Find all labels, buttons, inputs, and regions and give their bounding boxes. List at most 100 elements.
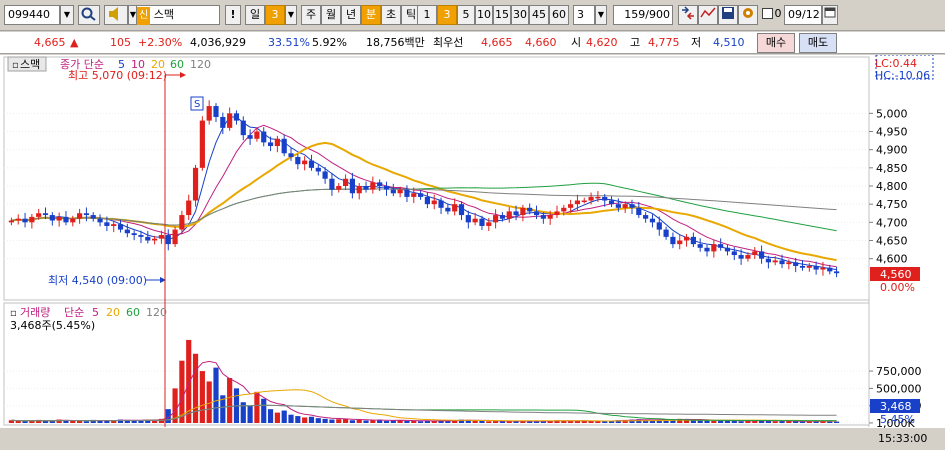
speaker-icon[interactable] xyxy=(104,5,128,25)
interval-1[interactable]: 1 xyxy=(417,5,437,25)
volume-bar xyxy=(827,421,833,423)
candle-body xyxy=(602,196,608,201)
candle-body xyxy=(336,186,342,190)
candle-body xyxy=(70,218,76,223)
volume-bar xyxy=(465,419,471,423)
volume-bar xyxy=(643,420,649,423)
candle-body xyxy=(397,189,403,194)
stock-name-field[interactable]: 신 스맥 xyxy=(136,5,220,25)
candle-body xyxy=(349,178,355,194)
count-select[interactable]: 3 xyxy=(573,5,595,25)
volume-bar xyxy=(356,419,362,423)
candle-body xyxy=(281,138,287,154)
draw-tool-icon[interactable] xyxy=(698,5,718,25)
new-badge: 신 xyxy=(137,7,151,25)
candle-body xyxy=(63,216,69,223)
chart-area[interactable]: 5,000 4,950 4,900 4,850 4,800 4,750 4,700 4,650… xyxy=(0,54,945,447)
candle-body xyxy=(465,215,471,223)
volume-bar xyxy=(63,420,69,423)
volume-panel xyxy=(3,302,870,426)
volume-bar xyxy=(186,339,192,423)
volume-bar xyxy=(513,420,519,423)
candle-body xyxy=(302,160,308,165)
interval-30[interactable]: 30 xyxy=(511,5,529,25)
price-change-pct: +2.30% xyxy=(138,36,183,49)
range-total: /900 xyxy=(645,8,670,21)
candle-body xyxy=(540,215,546,219)
search-icon[interactable] xyxy=(78,5,100,25)
candle-body xyxy=(227,113,233,128)
stock-chart[interactable]: 5,000 4,950 4,900 4,850 4,800 4,750 4,700 4,650… xyxy=(0,54,945,447)
settings-icon[interactable] xyxy=(738,5,758,25)
sell-button[interactable]: 매도 xyxy=(799,33,837,53)
interval-10[interactable]: 10 xyxy=(475,5,493,25)
period-month-button[interactable]: 월 xyxy=(321,5,341,25)
candle-body xyxy=(104,222,110,226)
arrows-icon[interactable] xyxy=(678,5,698,25)
low-annotation: 최저 4,540 (09:00) xyxy=(48,274,147,287)
up-arrow-icon: ▲ xyxy=(70,36,79,49)
volume-ratio: 33.51% xyxy=(268,36,310,49)
candle-body xyxy=(172,229,178,245)
volume-bar xyxy=(274,412,280,423)
title-box[interactable] xyxy=(7,56,47,72)
period-dropdown-arrow[interactable]: ▼ xyxy=(285,5,297,25)
candle-body xyxy=(206,106,212,121)
volume-bar xyxy=(711,420,717,423)
period-year-button[interactable]: 년 xyxy=(341,5,361,25)
volume-bar xyxy=(29,420,35,423)
volume-bar xyxy=(779,421,785,423)
date-field[interactable]: 09/12 xyxy=(784,5,822,25)
vma-20: 20 xyxy=(106,306,120,319)
period-minute-button[interactable]: 분 xyxy=(361,5,381,25)
candle-body xyxy=(479,218,485,226)
candle-body xyxy=(356,186,362,194)
volume-bar xyxy=(404,420,410,423)
zero-checkbox[interactable] xyxy=(760,5,774,25)
save-icon[interactable] xyxy=(718,5,738,25)
period-day-button[interactable]: 일 xyxy=(245,5,265,25)
candle-body xyxy=(254,131,260,139)
price-tick-label: 4,850 xyxy=(876,162,908,175)
lc-label: LC:0.44 xyxy=(875,57,917,70)
candle-body xyxy=(554,211,560,216)
volume-bar xyxy=(247,405,253,423)
candle-body xyxy=(42,213,49,216)
candle-body xyxy=(315,167,321,172)
candle-body xyxy=(233,113,240,121)
volume-bar xyxy=(165,409,171,423)
candle-body xyxy=(731,251,737,256)
stock-code-input[interactable]: 099440 xyxy=(4,5,60,25)
candle-body xyxy=(561,207,567,212)
volume-bar xyxy=(97,420,103,423)
volume-bar xyxy=(417,421,424,423)
interval-60[interactable]: 60 xyxy=(549,5,569,25)
candle-body xyxy=(370,182,376,190)
volume-bar xyxy=(820,421,826,423)
open-label: 시 xyxy=(571,36,582,49)
volume-bar xyxy=(499,420,506,423)
alert-button[interactable]: ! xyxy=(225,5,241,25)
interval-15[interactable]: 15 xyxy=(493,5,511,25)
volume-bar xyxy=(342,418,349,423)
candle-body xyxy=(131,233,137,236)
volume-bar xyxy=(588,421,594,423)
trade-amount: 18,756백만 xyxy=(366,36,425,49)
interval-45[interactable]: 45 xyxy=(529,5,549,25)
high-annotation: 최고 5,070 (09:12) xyxy=(68,69,167,82)
volume-ma-label: 단순 xyxy=(64,306,84,319)
period-second-button[interactable]: 초 xyxy=(381,5,401,25)
code-dropdown-arrow[interactable]: ▼ xyxy=(60,5,74,25)
range-field[interactable]: 159/900 xyxy=(613,5,673,25)
buy-button[interactable]: 매수 xyxy=(757,33,795,53)
count-dropdown-arrow[interactable]: ▼ xyxy=(595,5,607,25)
interval-3[interactable]: 3 xyxy=(437,5,457,25)
candle-body xyxy=(827,267,833,272)
volume-bar xyxy=(663,419,669,423)
period-week-button[interactable]: 주 xyxy=(301,5,321,25)
interval-5[interactable]: 5 xyxy=(457,5,475,25)
ma-120: 120 xyxy=(190,58,211,71)
period-day-count[interactable]: 3 xyxy=(265,5,285,25)
calendar-icon[interactable] xyxy=(822,5,838,25)
price-tick-label: 4,900 xyxy=(876,144,908,157)
